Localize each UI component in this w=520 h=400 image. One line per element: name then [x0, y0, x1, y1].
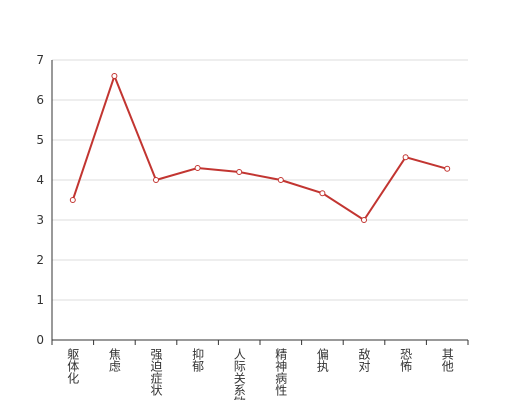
- point: [194, 165, 201, 171]
- series-line: [71, 73, 448, 222]
- x-tick-label: 强迫症状: [149, 348, 163, 396]
- point: [444, 165, 451, 172]
- point: [361, 217, 367, 223]
- point: [153, 177, 159, 183]
- y-tick-label: 5: [36, 133, 44, 147]
- y-tick-label: 0: [36, 333, 44, 347]
- x-tick-label: 焦虑: [107, 348, 121, 372]
- point: [402, 154, 409, 161]
- y-tick-label: 6: [36, 93, 44, 107]
- x-tick-label: 躯体化: [66, 347, 80, 385]
- point: [236, 169, 243, 175]
- x-tick-label: 人际关系敏感: [232, 348, 246, 400]
- x-tick-label: 敌对: [357, 347, 371, 372]
- point: [69, 197, 76, 203]
- point: [319, 190, 326, 197]
- y-tick-label: 1: [36, 293, 44, 307]
- y-tick-label: 4: [36, 173, 44, 187]
- x-tick-label: 偏执: [315, 347, 329, 373]
- x-tick-label: 恐怖: [399, 348, 413, 372]
- point: [277, 177, 284, 183]
- y-tick-label: 2: [36, 253, 44, 267]
- x-tick-label: 抑郁: [191, 347, 205, 373]
- y-tick-label: 3: [36, 213, 44, 227]
- x-tick-label: 其他: [440, 348, 454, 372]
- y-tick-label: 7: [36, 53, 44, 67]
- x-tick-label: 精神病性: [274, 348, 288, 397]
- point: [111, 73, 118, 79]
